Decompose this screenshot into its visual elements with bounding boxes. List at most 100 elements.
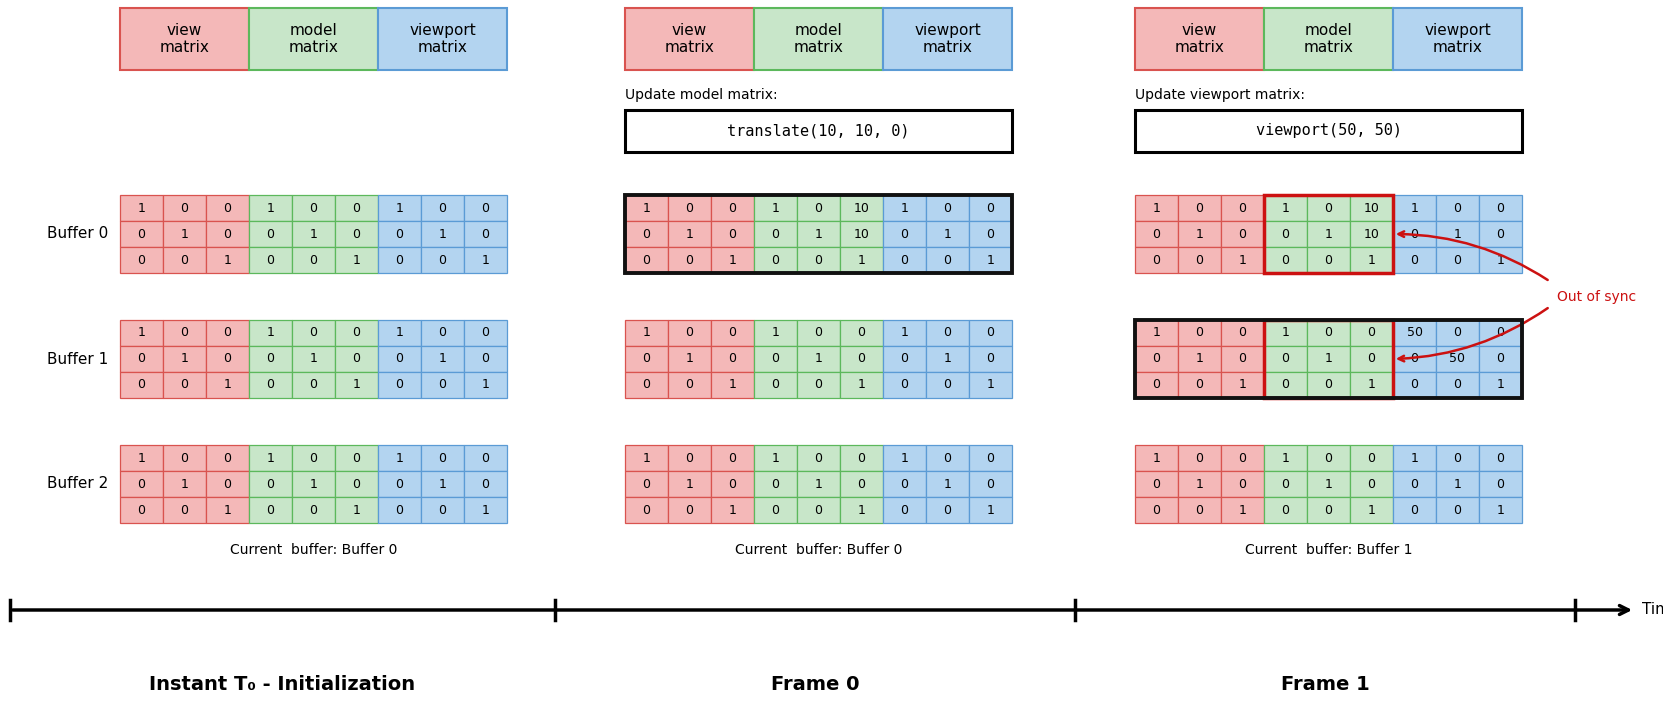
Text: 1: 1 [482,503,489,516]
Text: 0: 0 [181,253,188,266]
Bar [625,195,669,221]
Text: 0: 0 [138,379,145,392]
Text: 0: 0 [1239,451,1247,464]
Bar [1307,445,1350,471]
Bar [712,372,753,398]
Text: 1: 1 [986,503,994,516]
Text: 0: 0 [1282,352,1289,365]
Text: Update model matrix:: Update model matrix: [625,88,778,102]
Text: 0: 0 [728,352,737,365]
Bar [1264,372,1307,398]
Text: 0: 0 [1282,379,1289,392]
Text: 0: 0 [1196,253,1204,266]
Bar [1478,346,1522,372]
Text: 0: 0 [1196,503,1204,516]
Text: 0: 0 [943,503,951,516]
Text: 0: 0 [1367,478,1375,491]
Text: 1: 1 [353,253,361,266]
Bar [249,195,293,221]
Text: 0: 0 [1367,451,1375,464]
Text: 1: 1 [266,201,274,214]
Bar [421,372,464,398]
Bar [840,195,883,221]
Bar [464,247,507,273]
Bar [883,221,926,247]
Bar [1177,247,1221,273]
Bar [926,497,970,523]
Bar [421,497,464,523]
Text: 0: 0 [223,201,231,214]
Bar [464,320,507,346]
Text: model
matrix: model matrix [793,23,843,56]
Text: 0: 0 [439,503,446,516]
Bar [1221,221,1264,247]
Bar [334,346,378,372]
Text: 1: 1 [772,201,780,214]
Text: viewport
matrix: viewport matrix [409,23,476,56]
Bar [1350,195,1394,221]
Text: 1: 1 [642,201,650,214]
Text: 0: 0 [1324,201,1332,214]
Text: 0: 0 [266,503,274,516]
Text: 1: 1 [1410,201,1419,214]
Text: 0: 0 [900,253,908,266]
Text: 0: 0 [1152,352,1161,365]
Text: 0: 0 [1196,451,1204,464]
Bar [1435,471,1478,497]
Bar [334,221,378,247]
Bar [206,320,249,346]
Bar [1177,445,1221,471]
Text: 0: 0 [1239,327,1247,340]
Text: 0: 0 [1410,352,1419,365]
Text: 1: 1 [138,327,145,340]
Text: 0: 0 [1410,503,1419,516]
Bar [1221,372,1264,398]
Bar [840,497,883,523]
Bar [163,320,206,346]
Text: Current  buffer: Buffer 0: Current buffer: Buffer 0 [735,543,903,557]
Text: Buffer 0: Buffer 0 [47,226,108,241]
Text: 0: 0 [685,201,693,214]
Bar [1177,195,1221,221]
Bar [378,195,421,221]
Text: 0: 0 [772,478,780,491]
Text: 0: 0 [815,379,823,392]
Text: 0: 0 [1282,503,1289,516]
Bar [1435,372,1478,398]
Text: 1: 1 [439,228,446,241]
Bar [712,221,753,247]
Text: 1: 1 [728,379,737,392]
Bar [883,471,926,497]
Bar [797,372,840,398]
Text: 0: 0 [1367,327,1375,340]
Bar [753,346,797,372]
Bar [669,471,712,497]
Text: 1: 1 [1282,327,1289,340]
Text: 0: 0 [1453,253,1462,266]
Bar [926,471,970,497]
Bar [464,372,507,398]
Text: model
matrix: model matrix [1304,23,1354,56]
FancyBboxPatch shape [625,8,753,70]
Text: 0: 0 [815,503,823,516]
Bar [334,247,378,273]
Text: view
matrix: view matrix [160,23,210,56]
Bar [712,497,753,523]
Bar [421,320,464,346]
Bar [206,247,249,273]
Text: 0: 0 [1239,201,1247,214]
Text: 0: 0 [482,451,489,464]
Bar [712,471,753,497]
Text: 1: 1 [901,327,908,340]
Text: 1: 1 [685,228,693,241]
FancyBboxPatch shape [1264,8,1394,70]
Text: 0: 0 [396,352,404,365]
Text: 1: 1 [223,379,231,392]
Text: 0: 0 [223,352,231,365]
Text: 0: 0 [439,379,446,392]
Bar [206,497,249,523]
Bar [753,195,797,221]
Text: 0: 0 [138,253,145,266]
Text: 0: 0 [900,352,908,365]
Text: 1: 1 [858,379,865,392]
